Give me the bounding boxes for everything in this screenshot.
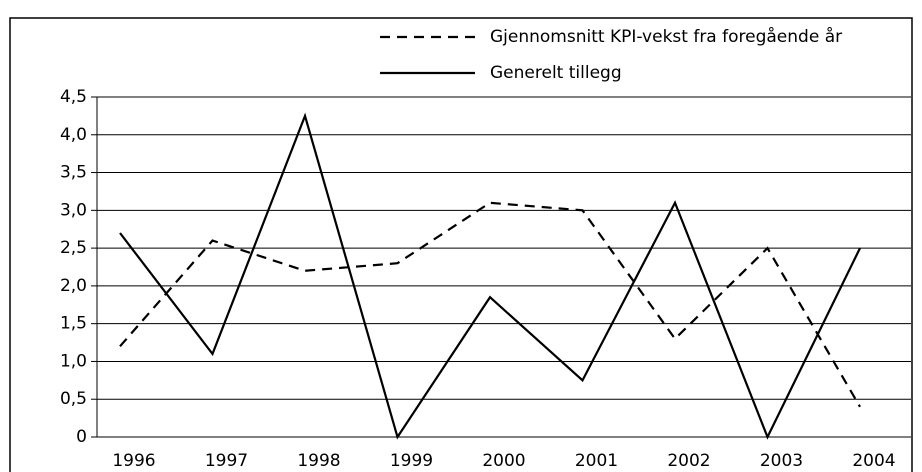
y-tick-label: 0,5 (60, 389, 87, 409)
data-line (119, 201, 861, 408)
legend-label: Generelt tillegg (490, 63, 622, 83)
y-tick-label: 3,5 (60, 163, 87, 183)
x-tick-label: 1997 (205, 451, 248, 471)
y-tick-label: 0 (76, 427, 87, 447)
x-tick-label: 2004 (852, 451, 895, 471)
y-tick-label: 2,0 (60, 276, 87, 296)
x-tick-label: 1999 (390, 451, 433, 471)
y-tick-label: 4,5 (60, 87, 87, 107)
y-tick-label: 3,0 (60, 200, 87, 220)
x-tick-label: 1998 (297, 451, 340, 471)
chart-frame (9, 17, 913, 472)
x-tick-label: 2003 (760, 451, 803, 471)
y-tick-label: 4,0 (60, 125, 87, 145)
y-tick-label: 1,0 (60, 351, 87, 371)
y-tick-label: 2,5 (60, 238, 87, 258)
x-tick-label: 2001 (575, 451, 618, 471)
y-tick-label: 1,5 (60, 314, 87, 334)
x-tick-label: 1996 (112, 451, 155, 471)
data-line (119, 112, 861, 440)
x-tick-label: 2000 (482, 451, 525, 471)
legend-label: Gjennomsnitt KPI-vekst fra foregående år (490, 26, 842, 47)
x-tick-label: 2002 (667, 451, 710, 471)
